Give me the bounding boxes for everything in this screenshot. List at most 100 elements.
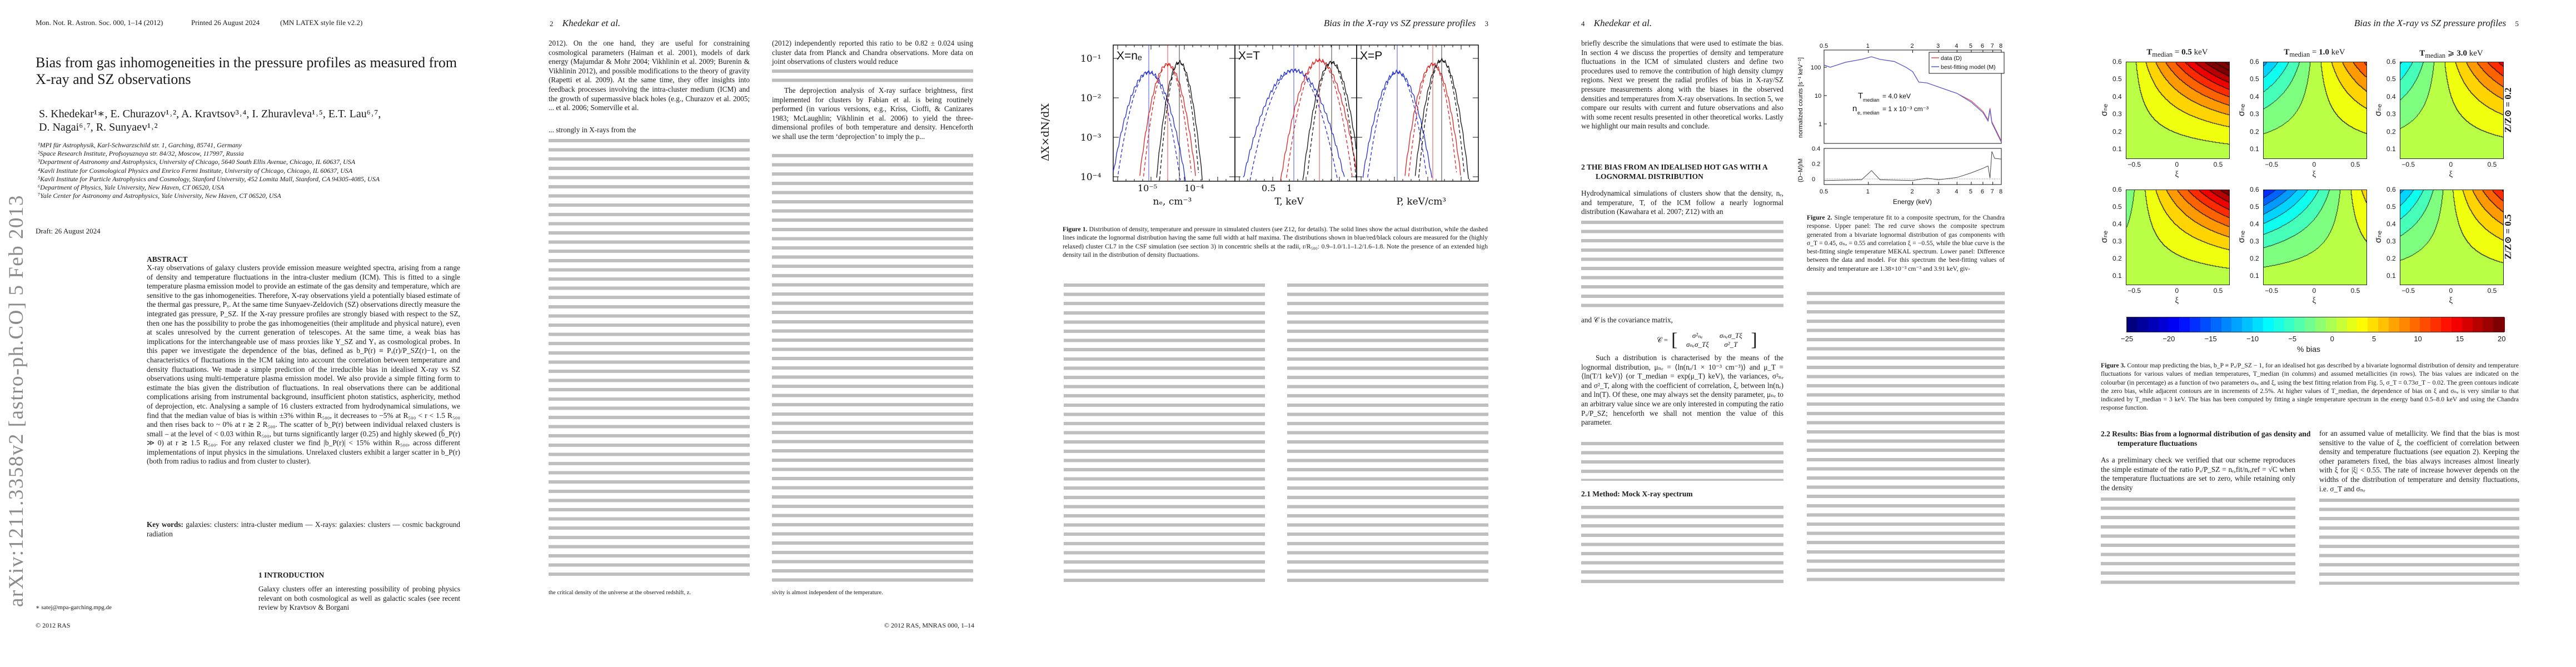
fig3-xtick-label: 0 [2175, 287, 2179, 295]
fig2-resid-tick-label: 0.4 [1812, 146, 1820, 152]
keywords-text: galaxies: clusters: intra-cluster medium… [147, 520, 461, 538]
page-2: 2 Khedekar et al. 2012). On the one hand… [515, 0, 1030, 667]
figure-3-caption: Figure 3. Contour map predicting the bia… [2101, 361, 2519, 412]
colorbar-label: % bias [2297, 345, 2321, 354]
fig3-ytick-label: 0.6 [2112, 58, 2122, 66]
fig2-top-tick-label: 7 [1991, 43, 1994, 49]
fig2-top-tick-label: 0.5 [1820, 43, 1828, 49]
text-lines [1581, 218, 1783, 310]
fig3-title-part: median [2152, 51, 2173, 58]
running-head: Bias in the X-ray vs SZ pressure profile… [1324, 18, 1488, 29]
fig2-ylabel: normalized counts [s⁻¹ keV⁻¹] [1797, 57, 1804, 138]
fig3-ylabel: σₙₑ [2374, 230, 2384, 243]
fig1-lognormal-curve [1143, 64, 1192, 177]
fig3-ytick-label: 0.4 [2112, 220, 2122, 228]
fig2-bottom-tick-label: 5 [1969, 188, 1972, 195]
fig2-legend-label: best-fitting model (M) [1941, 64, 1996, 71]
page-1: Mon. Not. R. Astron. Soc. 000, 1–14 (201… [0, 0, 515, 667]
text-lines [549, 136, 750, 582]
fig3-ytick-label: 0.3 [2386, 237, 2396, 245]
fig3-xtick-label: 0.5 [2487, 287, 2497, 295]
fig2-top-tick-label: 1 [1866, 43, 1870, 49]
figure-2-caption: Figure 2. Single temperature fit to a co… [1807, 213, 2005, 273]
fig3-xtick-label: 0 [2312, 287, 2316, 295]
text-lines [1581, 503, 1783, 586]
fig3-ytick-label: 0.3 [2250, 237, 2259, 245]
fig2-bottom-tick-label: 6 [1981, 188, 1984, 195]
colorbar-segment [2420, 317, 2432, 332]
fig3-xtick-label: −0.5 [2401, 161, 2415, 168]
fig3-xtick-label: 0.5 [2487, 161, 2497, 168]
fig3-ytick-label: 0.4 [2386, 220, 2396, 228]
affiliations: ¹MPI für Astrophysik, Karl-Schwarzschild… [38, 141, 380, 200]
fig3-xlabel: ξ [2449, 296, 2453, 305]
fig2-ytick-label: 10 [1815, 93, 1821, 99]
colorbar [2126, 317, 2505, 332]
arxiv-stamp: arXiv:1211.3358v2 [astro-ph.CO] 5 Feb 20… [5, 195, 28, 607]
fig3-contour-panel [2400, 190, 2504, 285]
running-head-text: Bias in the X-ray vs SZ pressure profile… [2354, 18, 2507, 28]
fig3-xtick-label: 0.5 [2350, 161, 2360, 168]
fig3-xtick-label: −0.5 [2127, 161, 2141, 168]
colorbar-segment [2357, 317, 2369, 332]
text-lines [2319, 496, 2519, 585]
covariance-matrix: 𝒞 = [ σ²ₙₑ σₙₑσ_Tξ σₙₑσ_Tξ σ²_T ] [1657, 330, 1757, 351]
fig1-panel-frame [1234, 44, 1357, 182]
footnote-right: sivity is almost independent of the temp… [772, 590, 883, 596]
colorbar-segment [2284, 317, 2296, 332]
fig1-panel-label: X=nₑ [1117, 49, 1142, 62]
fig1-lognormal-curve [1118, 72, 1181, 181]
colorbar-segment [2451, 317, 2463, 332]
fig1-xtick-label: 0.5 [1262, 183, 1275, 193]
fig3-title-part: median [2289, 51, 2310, 58]
running-head: Khedekar et al. [562, 18, 621, 28]
fig3-xtick-label: 0 [2312, 161, 2316, 168]
fig1-distribution-curve [1113, 69, 1186, 182]
fig3-ytick-label: 0.6 [2386, 186, 2396, 193]
colorbar-segment [2200, 317, 2212, 332]
colorbar-tick-label: 15 [2455, 335, 2464, 343]
fig3-xtick-label: −0.5 [2265, 161, 2279, 168]
fig3-ytick-label: 0.2 [2386, 254, 2396, 262]
colorbar-tick-label: −20 [2163, 335, 2175, 343]
fig3-ylabel: σₙₑ [2237, 230, 2247, 243]
fig2-ytick-label: 1 [1818, 121, 1822, 128]
affiliation: ⁷Yale Center for Astronomy and Astrophys… [38, 192, 281, 200]
intro-text: Galaxy clusters offer an interesting pos… [258, 585, 460, 612]
fig3-ytick-label: 0.5 [2386, 75, 2396, 83]
fig1-lognormal-curve [1249, 69, 1338, 181]
fig3-ytick-label: 0.3 [2250, 110, 2259, 118]
fig2-annotation-T: T [1858, 91, 1863, 101]
fig3-row-label: Z/Z⊙ = 0.2 [2503, 87, 2513, 133]
fig3-ytick-label: 0.5 [2250, 202, 2259, 211]
text-lines [1064, 281, 1265, 584]
fig3-contour-panel [2126, 62, 2230, 159]
caption-label: Figure 1. [1063, 226, 1088, 233]
fig2-legend-label: data (D) [1941, 55, 1962, 62]
fig3-xtick-label: 0 [2449, 161, 2453, 168]
running-head: Khedekar et al. [1593, 18, 1652, 28]
fig2-top-tick-label: 2 [1911, 43, 1914, 49]
printed-date: Printed 26 August 2024 [191, 18, 260, 27]
fig1-panel-frame [1113, 44, 1235, 182]
fig2-top-tick-label: 4 [1955, 43, 1958, 49]
journal-line: Mon. Not. R. Astron. Soc. 000, 1–14 (201… [36, 18, 163, 27]
caption-label: Figure 3. [2101, 362, 2126, 369]
fig3-xtick-label: −0.5 [2265, 287, 2279, 295]
fig3-contour-panel [2400, 62, 2504, 159]
affiliation: ⁴Kavli Institute for Cosmological Physic… [38, 166, 353, 175]
fig1-distribution-curve [1302, 61, 1357, 181]
fig3-xlabel: ξ [2175, 296, 2179, 305]
fig2-resid-tick-label: 0 [1812, 176, 1815, 183]
colorbar-segment [2148, 317, 2160, 332]
fig2-bottom-tick-label: 8 [1999, 188, 2002, 195]
fig3-ytick-label: 0.3 [2112, 110, 2122, 118]
fig3-column-title: Tmedian ⩾ 3.0 keV [2394, 48, 2508, 60]
page-4: 4 Khedekar et al. briefly describe the s… [1546, 0, 2061, 667]
colorbar-tick-label: −10 [2246, 335, 2259, 343]
fig3-xtick-label: −0.5 [2401, 287, 2415, 295]
fig3-ytick-label: 0.2 [2250, 254, 2259, 262]
fig3-ytick-label: 0.1 [2112, 145, 2122, 153]
left-column-text-2: ... strongly in X-rays from the [549, 126, 636, 134]
matrix-lhs: 𝒞 = [1657, 336, 1668, 344]
